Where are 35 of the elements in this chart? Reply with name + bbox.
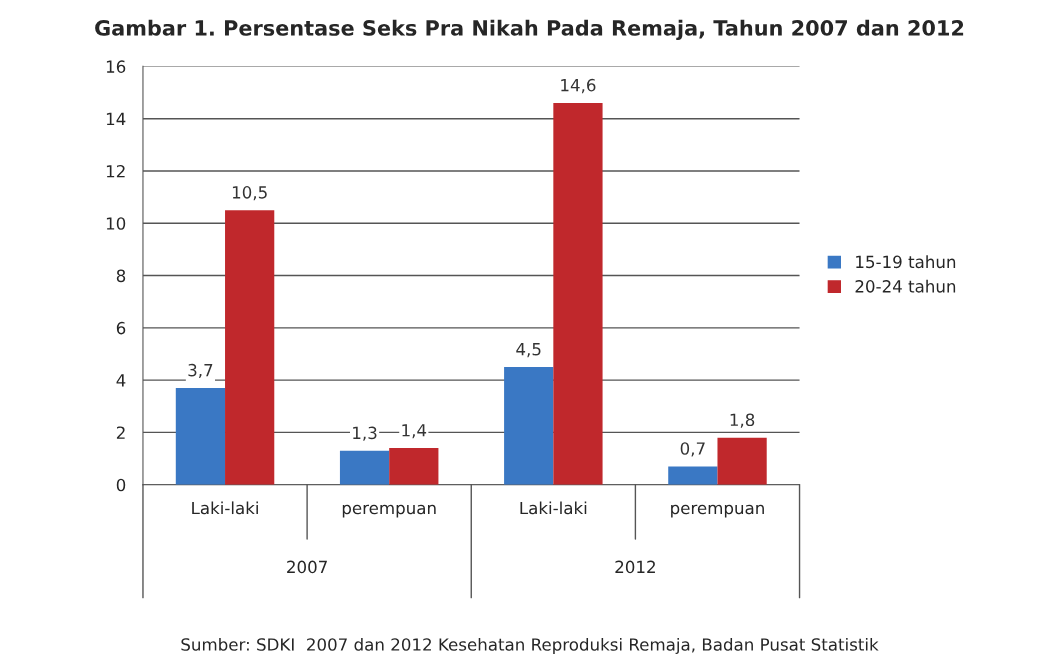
y-tick-label: 14 <box>106 112 126 126</box>
data-label: 1,4 <box>402 424 427 439</box>
data-label: 10,5 <box>232 186 267 201</box>
y-tick-label: 2 <box>116 426 125 439</box>
x-tick-label: perempuan <box>342 504 436 518</box>
x-tick-label: Laki-laki <box>520 501 587 515</box>
text: 2012 <box>615 560 655 574</box>
legend-label: 20-24 tahun <box>855 279 956 293</box>
x-tick-label: perempuan <box>671 504 764 518</box>
data-label: 3,7 <box>188 363 213 379</box>
bar <box>668 466 718 485</box>
bar <box>225 210 275 485</box>
legend-label: 15-19 tahun <box>856 255 956 269</box>
text: Sumber: SDKI 2007 dan 2012 Kesehatan Reproduksi Remaja, Badan Pusat Statistik <box>181 637 879 655</box>
y-tick-label: 10 <box>106 217 126 230</box>
y-tick-label: 6 <box>116 321 126 335</box>
data-label: 0,7 <box>680 442 705 457</box>
chart-title: Gambar 1. Persentase Seks Pra Nikah Pada Remaja, Tahun 2007 dan 2012 <box>95 19 964 41</box>
text: 2007 <box>287 560 327 574</box>
y-tick-label: 16 <box>106 60 126 73</box>
data-label: 1,8 <box>730 413 755 428</box>
bar <box>504 367 554 485</box>
bar <box>717 437 767 485</box>
data-label: 4,5 <box>516 343 541 358</box>
bar <box>339 450 390 485</box>
data-label: 14,6 <box>561 78 596 94</box>
y-tick-label: 4 <box>116 374 126 387</box>
bar <box>553 103 603 485</box>
bar <box>389 448 439 485</box>
y-tick-label: 12 <box>106 164 125 178</box>
x-tick-label: Laki-laki <box>192 501 258 515</box>
y-tick-label: 8 <box>116 269 126 283</box>
bar <box>175 387 226 485</box>
y-tick-label: 0 <box>116 478 126 492</box>
data-label: 1,3 <box>353 426 377 441</box>
